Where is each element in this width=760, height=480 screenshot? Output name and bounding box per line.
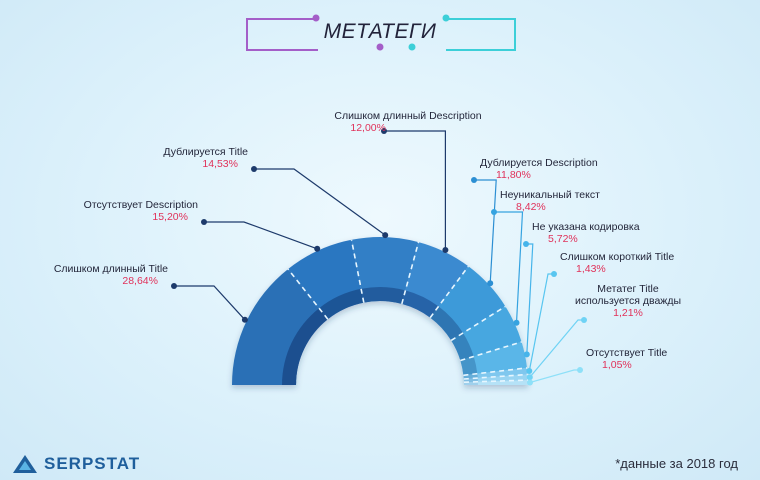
slice-inner-rim [460, 356, 478, 376]
slice-value: 28,64% [122, 275, 158, 287]
slice-separator [401, 241, 420, 305]
slice-separator [463, 373, 528, 380]
leader-dot [513, 319, 520, 326]
slice-label: Дублируется Description [480, 157, 598, 169]
leader-dot [171, 283, 177, 289]
leader-line [254, 168, 386, 236]
serpstat-logo-icon [13, 455, 37, 473]
slice [463, 367, 528, 379]
slice-label: Дублируется Title [163, 146, 248, 158]
slice-label: Слишком короткий Title [560, 251, 674, 263]
slice-separator [429, 265, 470, 319]
leader-dot [251, 166, 257, 172]
leader-dot [526, 368, 533, 374]
leader-dot [551, 271, 557, 277]
slice-label: Не указана кодировка [532, 221, 640, 233]
leader-dot [581, 317, 587, 323]
leader-dot [382, 232, 389, 239]
chart-title: МЕТАТЕГИ [323, 20, 437, 43]
slice-label: Метатег Title [597, 283, 659, 295]
slice-separator [450, 305, 506, 342]
slice [232, 269, 328, 385]
slice-separator [350, 239, 365, 303]
logo-text: SERPSTAT [44, 454, 141, 473]
leader-line [526, 243, 534, 355]
leader-dot [526, 374, 533, 381]
leader-line [204, 221, 318, 250]
slice-separator [460, 341, 522, 362]
leader-dot [201, 219, 207, 225]
leader-dot [491, 209, 497, 215]
leader-dot [577, 367, 583, 373]
leader-dot [527, 379, 533, 386]
frame-dot [442, 14, 450, 22]
title-frame-left [246, 18, 318, 51]
slice-value: 14,53% [202, 158, 238, 170]
frame-dot [408, 43, 416, 51]
slice-inner-rim [401, 290, 439, 318]
slice-separator [463, 379, 528, 383]
leader-dot [523, 241, 529, 247]
leader-line [529, 369, 580, 384]
footnote: *данные за 2018 год [615, 456, 738, 471]
leader-line [494, 211, 524, 323]
slice-label: Отсутствует Description [84, 199, 198, 211]
slice-separator [287, 268, 329, 320]
leader-dot [381, 128, 387, 134]
slice [460, 341, 527, 376]
leader-line [384, 130, 446, 250]
slice-inner-rim [319, 288, 364, 320]
slice [351, 237, 419, 304]
slice-label: Отсутствует Title [586, 347, 667, 359]
slice-inner-rim [282, 308, 328, 385]
leader-line [474, 179, 497, 284]
serpstat-logo: SERPSTAT [12, 452, 140, 476]
slice-value: 11,80% [496, 169, 531, 181]
slice-inner-rim [451, 332, 474, 361]
leader-dot [471, 177, 477, 183]
leader-line [174, 285, 246, 321]
slice-label: Слишком длинный Title [54, 263, 168, 275]
title-frame-right [446, 18, 516, 51]
slice-label: Слишком длинный Description [334, 110, 481, 122]
slice-label: используется дважды [575, 295, 681, 307]
slice-separator [463, 367, 528, 377]
slice-value: 5,72% [548, 233, 578, 245]
slice-value: 1,21% [613, 307, 643, 319]
leader-dot [241, 316, 248, 323]
slice-value: 15,20% [152, 211, 188, 223]
frame-dot [376, 43, 384, 51]
frame-dot [312, 14, 320, 22]
slice-value: 1,43% [576, 263, 606, 275]
slice-value: 1,05% [602, 359, 632, 371]
leader-dot [442, 247, 449, 253]
leader-line [528, 273, 554, 372]
slice-value: 8,42% [516, 201, 546, 213]
slice-label: Неуникальный текст [500, 189, 600, 201]
leader-dot [487, 280, 494, 287]
slice-inner-rim [430, 306, 463, 341]
leader-dot [523, 351, 530, 358]
slice-value: 12,00% [350, 122, 386, 134]
slice-inner-rim [361, 286, 406, 304]
leader-dot [314, 245, 321, 252]
